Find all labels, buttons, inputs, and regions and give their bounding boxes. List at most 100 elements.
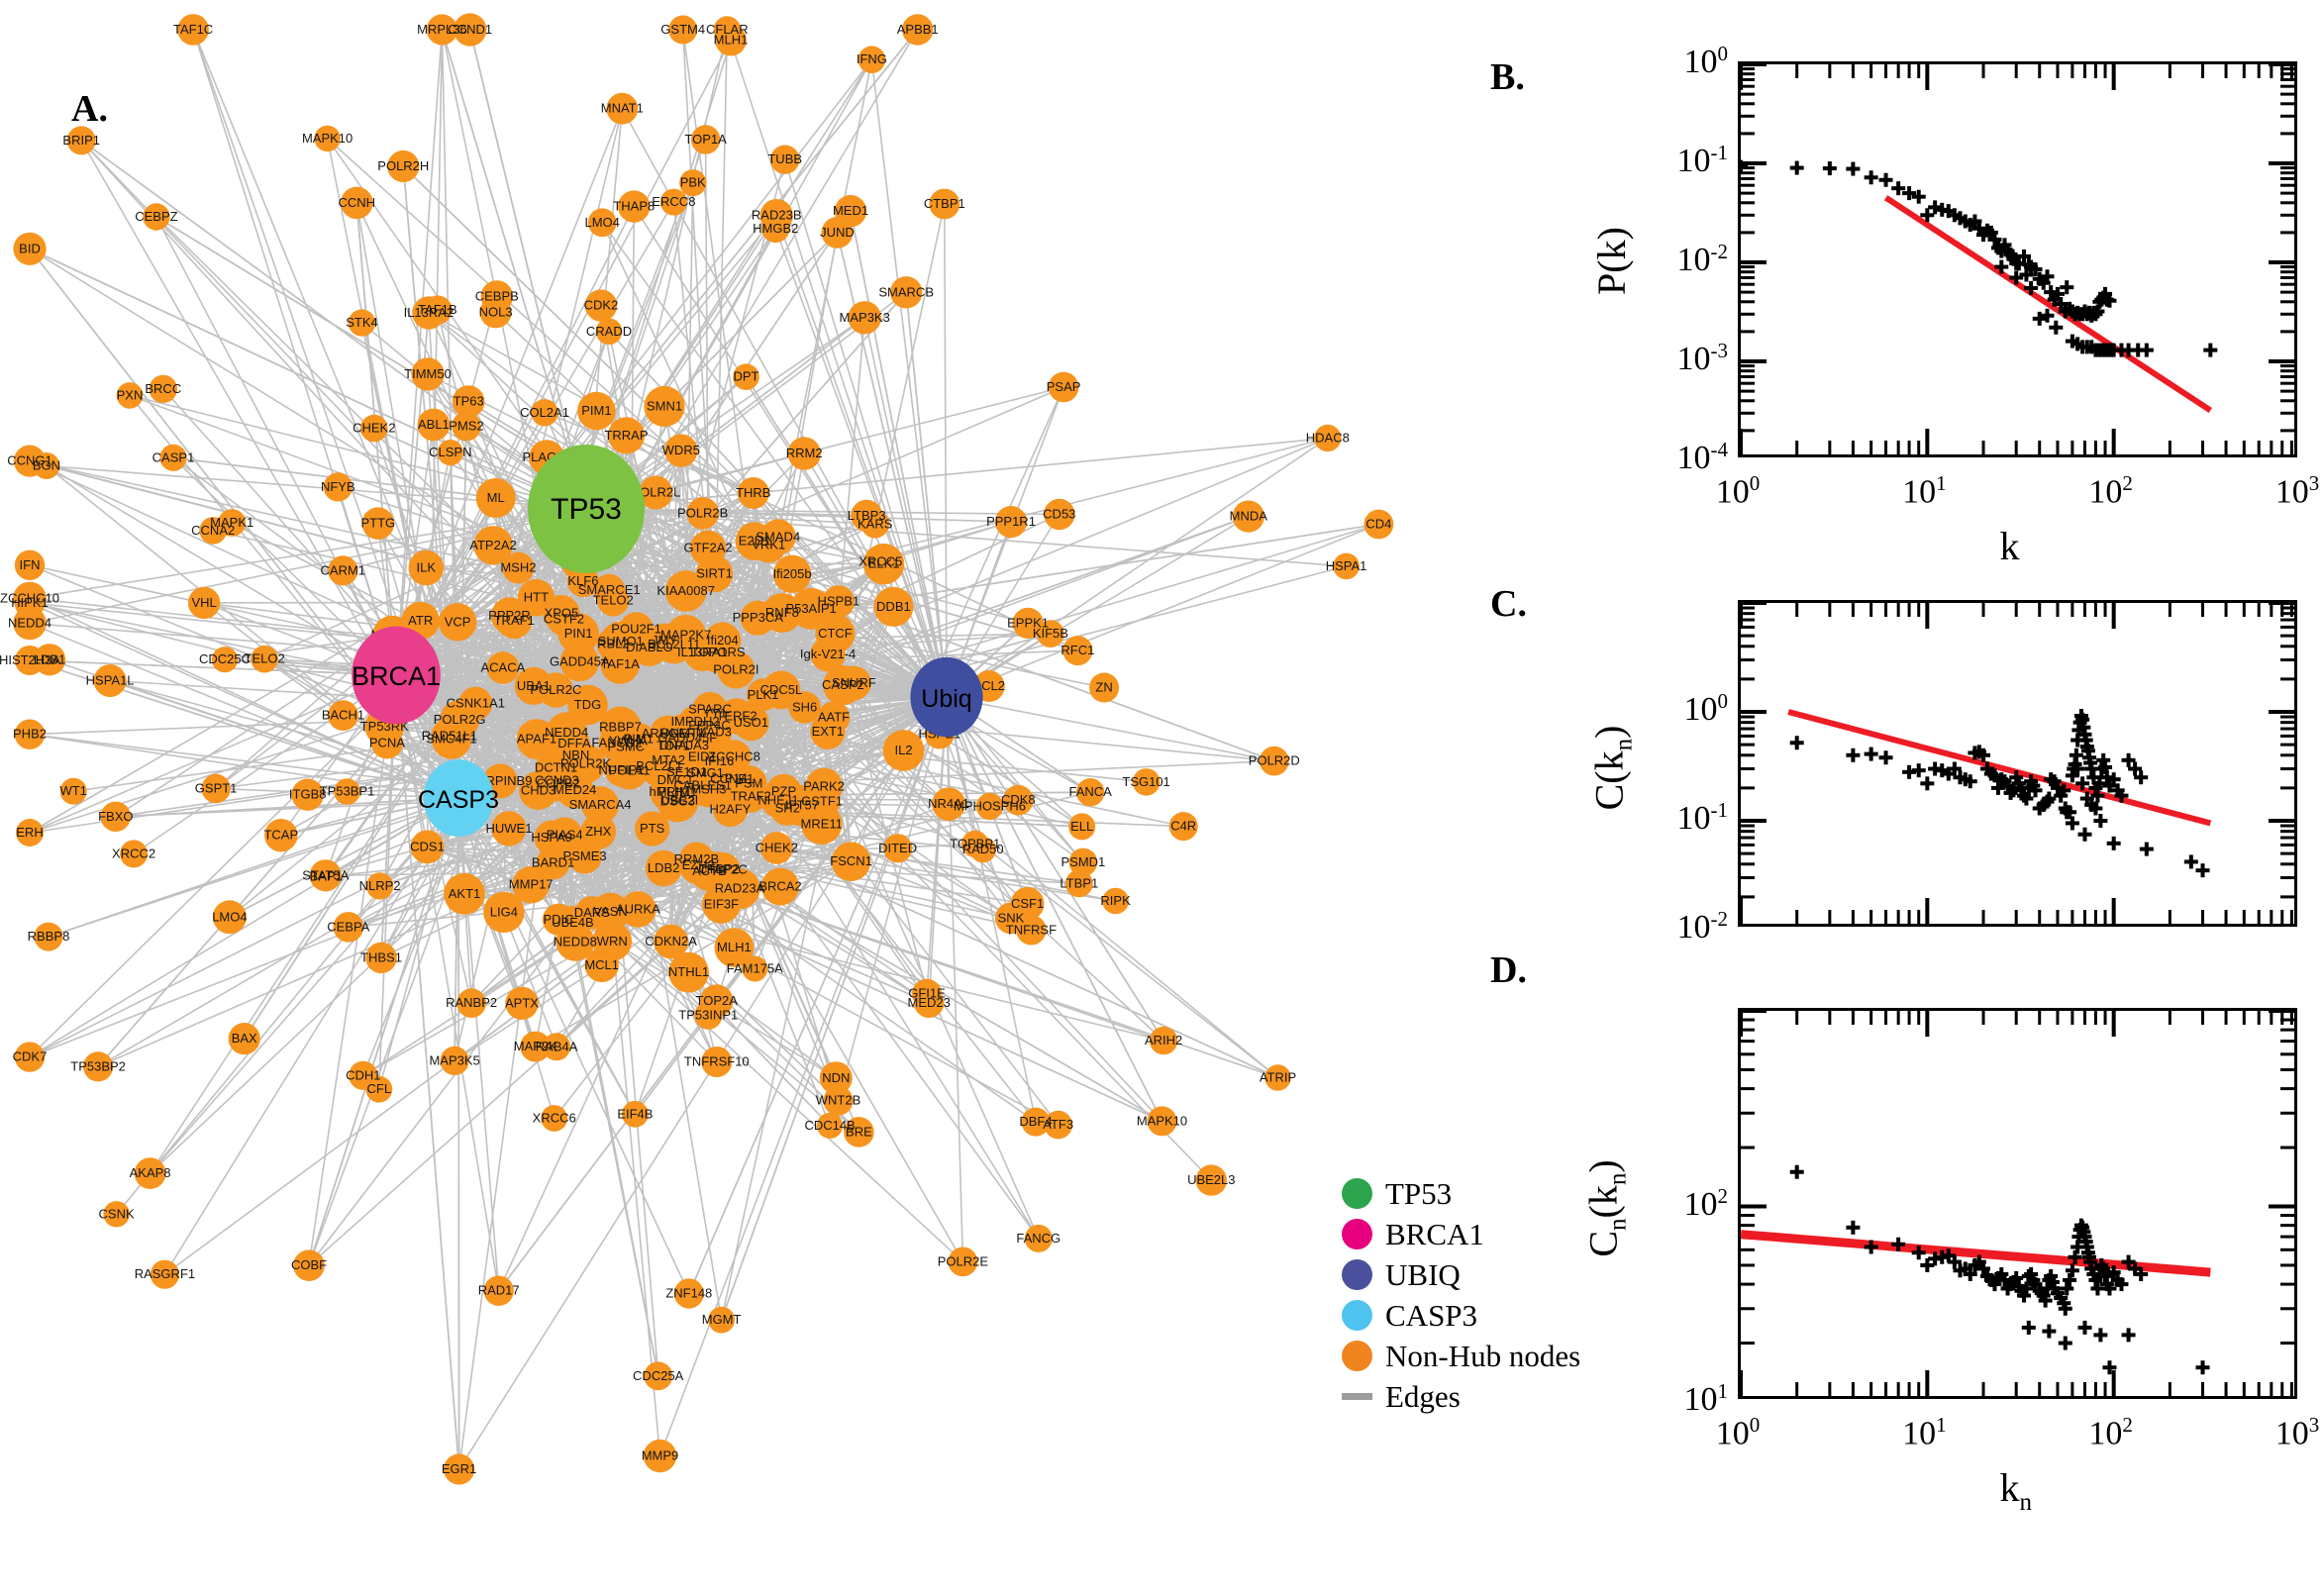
network-node[interactable] (334, 778, 360, 805)
network-node[interactable] (890, 276, 923, 309)
network-node[interactable] (819, 1061, 853, 1095)
network-node[interactable] (486, 651, 520, 684)
network-node[interactable] (761, 214, 790, 244)
network-node[interactable] (1003, 784, 1034, 816)
network-node[interactable] (1232, 500, 1264, 533)
network-node[interactable] (639, 746, 680, 787)
network-node[interactable] (199, 517, 227, 545)
network-node[interactable] (580, 814, 617, 849)
network-node[interactable] (644, 1361, 673, 1391)
network-node[interactable] (714, 928, 755, 967)
network-node[interactable] (120, 840, 149, 868)
network-node[interactable] (592, 921, 633, 961)
network-node[interactable] (454, 13, 487, 47)
network-node[interactable] (643, 1439, 677, 1473)
network-node[interactable] (914, 987, 945, 1018)
network-node[interactable] (969, 837, 996, 863)
network-node[interactable] (863, 545, 898, 579)
network-node[interactable] (473, 526, 513, 565)
hub-node-brca1[interactable] (352, 626, 441, 725)
network-node[interactable] (1012, 607, 1044, 640)
network-node[interactable] (883, 834, 913, 863)
network-node[interactable] (718, 698, 756, 735)
hub-node-tp53[interactable] (528, 445, 645, 573)
network-node[interactable] (882, 730, 925, 771)
network-node[interactable] (759, 832, 793, 864)
network-node[interactable] (491, 811, 527, 847)
network-node[interactable] (490, 597, 529, 635)
network-node[interactable] (860, 510, 889, 539)
network-node[interactable] (349, 1060, 378, 1090)
network-node[interactable] (737, 477, 769, 509)
network-node[interactable] (431, 719, 472, 759)
hub-node-casp3[interactable] (423, 759, 494, 837)
network-node[interactable] (13, 581, 47, 615)
network-node[interactable] (541, 1105, 568, 1132)
network-node[interactable] (622, 1100, 649, 1128)
network-node[interactable] (103, 1201, 130, 1228)
network-node[interactable] (1168, 812, 1198, 842)
network-node[interactable] (149, 374, 177, 404)
network-node[interactable] (361, 507, 395, 540)
network-node[interactable] (701, 1047, 733, 1077)
network-node[interactable] (452, 411, 481, 442)
network-node[interactable] (177, 14, 209, 46)
network-node[interactable] (1259, 746, 1289, 776)
network-node[interactable] (817, 1112, 844, 1139)
network-node[interactable] (708, 1306, 735, 1334)
network-node[interactable] (713, 16, 741, 44)
network-node[interactable] (531, 399, 558, 427)
network-node[interactable] (134, 1157, 166, 1189)
network-node[interactable] (668, 15, 698, 45)
network-node[interactable] (610, 751, 649, 790)
network-node[interactable] (683, 634, 722, 671)
network-node[interactable] (788, 691, 821, 724)
network-node[interactable] (512, 865, 550, 904)
network-node[interactable] (1149, 1026, 1178, 1055)
network-node[interactable] (309, 859, 342, 892)
network-node[interactable] (975, 792, 1004, 821)
network-node[interactable] (314, 125, 341, 152)
network-node[interactable] (187, 586, 221, 620)
network-node[interactable] (769, 790, 805, 826)
network-node[interactable] (328, 700, 358, 731)
network-node[interactable] (719, 868, 760, 910)
network-node[interactable] (1147, 1106, 1177, 1137)
network-node[interactable] (502, 551, 535, 584)
network-node[interactable] (159, 444, 187, 471)
network-node[interactable] (761, 867, 799, 906)
network-node[interactable] (1068, 848, 1098, 877)
network-node[interactable] (823, 665, 863, 706)
network-node[interactable] (1068, 813, 1096, 841)
network-node[interactable] (348, 309, 376, 337)
network-node[interactable] (844, 1117, 874, 1147)
network-node[interactable] (1132, 768, 1161, 796)
network-node[interactable] (370, 727, 403, 759)
network-node[interactable] (328, 555, 358, 586)
network-node[interactable] (59, 777, 87, 805)
network-node[interactable] (100, 801, 131, 832)
network-node[interactable] (13, 606, 47, 641)
network-node[interactable] (479, 296, 512, 329)
network-node[interactable] (546, 712, 587, 753)
network-node[interactable] (664, 434, 698, 467)
network-node[interactable] (15, 646, 45, 675)
network-node[interactable] (483, 1275, 514, 1306)
network-node[interactable] (540, 765, 576, 802)
network-node[interactable] (333, 912, 364, 943)
network-node[interactable] (93, 664, 127, 697)
network-node[interactable] (822, 585, 856, 618)
network-node[interactable] (212, 900, 247, 935)
network-node[interactable] (1044, 1110, 1072, 1140)
network-node[interactable] (410, 830, 445, 864)
network-node[interactable] (228, 1023, 260, 1055)
network-node[interactable] (606, 92, 639, 125)
network-node[interactable] (293, 1249, 325, 1281)
network-node[interactable] (645, 849, 682, 887)
network-node[interactable] (387, 150, 420, 183)
network-node[interactable] (593, 573, 626, 607)
network-node[interactable] (821, 217, 854, 249)
network-node[interactable] (787, 437, 821, 470)
network-node[interactable] (514, 666, 554, 706)
network-node[interactable] (686, 497, 719, 530)
